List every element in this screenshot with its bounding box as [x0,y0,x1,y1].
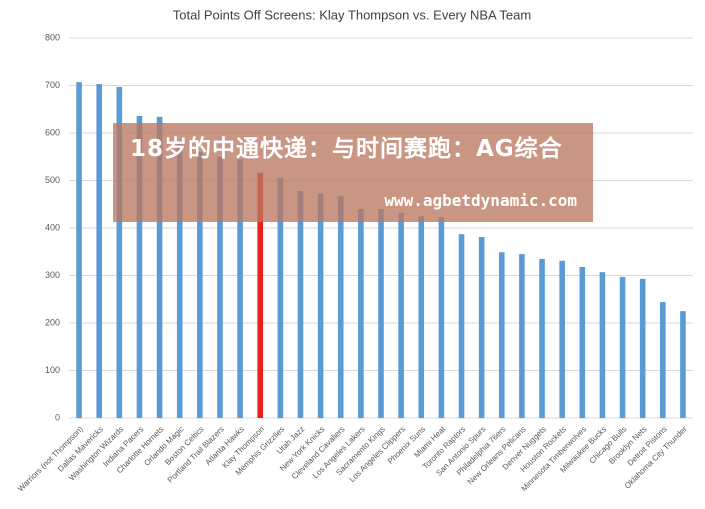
bar [458,234,465,418]
bar [156,116,163,418]
bar [197,152,203,418]
y-tick-label: 600 [45,127,60,137]
bar [337,196,344,418]
bar [358,209,364,418]
bar [519,254,525,418]
overlay-title: 18岁的中通快递：与时间赛跑：AG综合 [130,136,563,162]
bar [498,252,505,418]
bar [277,178,284,418]
bar [599,272,606,418]
bar [660,302,666,418]
bar [559,260,565,418]
bar [680,311,686,418]
y-tick-label: 700 [45,80,60,90]
bar [639,278,646,418]
bar [257,172,264,418]
bar [96,84,102,418]
y-tick-label: 500 [45,175,60,185]
bar [217,156,223,418]
bar [317,193,324,418]
overlay-banner: 18岁的中通快递：与时间赛跑：AG综合 www.agbetdynamic.com [113,123,593,222]
bar [539,258,545,418]
bar [478,237,485,418]
bar [237,159,243,418]
y-tick-label: 200 [45,317,60,327]
bar [378,209,384,418]
bar [579,266,586,418]
bar [398,212,404,418]
bar [418,216,425,418]
y-tick-label: 100 [45,365,60,375]
bar [297,190,304,418]
y-tick-label: 800 [45,32,60,42]
chart-title: Total Points Off Screens: Klay Thompson … [173,7,531,22]
y-tick-label: 300 [45,270,60,280]
bar [116,86,123,419]
y-tick-label: 0 [55,412,60,422]
bar [176,142,183,418]
bar [619,276,626,418]
y-tick-label: 400 [45,222,60,232]
bar [76,82,82,419]
bar [136,115,143,419]
overlay-url[interactable]: www.agbetdynamic.com [384,191,577,210]
bar [438,217,445,418]
